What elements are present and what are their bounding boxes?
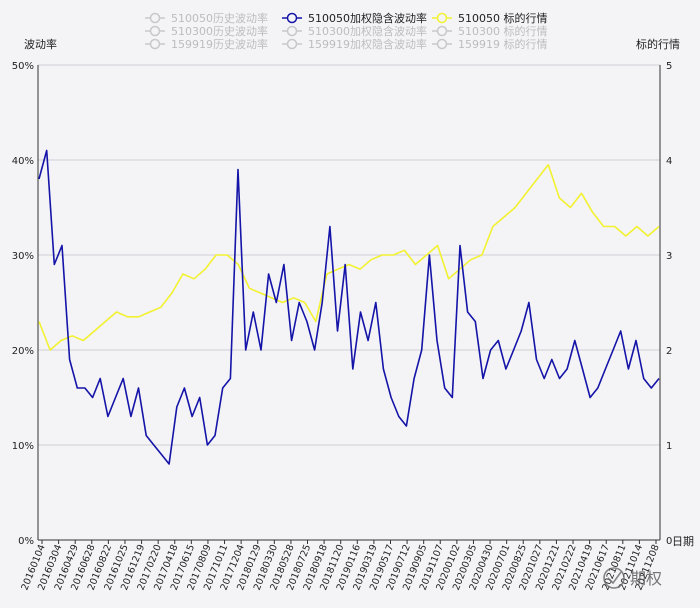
y-left-tick-label: 50% <box>12 61 34 72</box>
y-left-axis-title: 波动率 <box>24 37 57 51</box>
legend-item-6[interactable]: 510050 标的行情 <box>432 11 548 25</box>
y-right-tick-label: 0 <box>666 536 672 547</box>
legend-label: 510300历史波动率 <box>171 24 268 38</box>
x-ticks: 2016010420160304201604292016062820160822… <box>19 540 662 592</box>
legend-item-2[interactable]: 159919历史波动率 <box>145 37 268 51</box>
watermark-logo-icon <box>603 567 625 589</box>
y-right-tick-label: 2 <box>666 346 672 357</box>
legend-marker-icon <box>436 25 448 37</box>
x-axis-title: 日期 <box>672 535 694 548</box>
legend-marker-icon <box>286 25 298 37</box>
legend-item-8[interactable]: 159919 标的行情 <box>432 37 548 51</box>
y-left-tick-label: 40% <box>12 156 34 167</box>
legend-item-3[interactable]: 510050加权隐含波动率 <box>282 11 427 25</box>
legend-item-7[interactable]: 510300 标的行情 <box>432 24 548 38</box>
legend-label: 510050历史波动率 <box>171 11 268 25</box>
y-right-tick-label: 3 <box>666 251 672 262</box>
legend-item-5[interactable]: 159919加权隐含波动率 <box>282 37 427 51</box>
y-left-ticks: 0% 10% 20% 30% 40% 50% <box>12 61 34 547</box>
watermark-check-icon <box>607 571 622 585</box>
legend-item-0[interactable]: 510050历史波动率 <box>145 11 268 25</box>
grid <box>37 64 661 541</box>
y-right-tick-label: 5 <box>666 61 672 72</box>
legend-label: 159919加权隐含波动率 <box>308 37 427 51</box>
legend-marker-icon <box>436 38 448 50</box>
series-layer <box>38 149 660 465</box>
legend-item-4[interactable]: 510300加权隐含波动率 <box>282 24 427 38</box>
legend-marker-icon <box>149 12 161 24</box>
y-left-tick-label: 0% <box>18 536 34 547</box>
legend-label: 159919 标的行情 <box>458 37 548 51</box>
legend-marker-icon <box>149 38 161 50</box>
y-right-tick-label: 4 <box>666 156 672 167</box>
legend-label: 159919历史波动率 <box>171 37 268 51</box>
legend-label: 510300加权隐含波动率 <box>308 24 427 38</box>
y-right-axis-title: 标的行情 <box>636 37 680 51</box>
legend-label: 510050 标的行情 <box>458 11 548 25</box>
watermark-text: 期权 <box>630 569 662 588</box>
legend-label: 510050加权隐含波动率 <box>308 11 427 25</box>
legend-marker-icon <box>436 12 448 24</box>
legend-marker-icon <box>286 12 298 24</box>
legend-item-1[interactable]: 510300历史波动率 <box>145 24 268 38</box>
legend-marker-icon <box>149 25 161 37</box>
y-right-ticks: 0 1 2 3 4 5 <box>666 61 672 547</box>
legend-marker-icon <box>286 38 298 50</box>
y-left-tick-label: 30% <box>12 251 34 262</box>
series-line-0 <box>38 149 660 465</box>
watermark: 期权 <box>603 567 662 589</box>
y-left-tick-label: 10% <box>12 441 34 452</box>
series-line-1 <box>38 164 660 351</box>
y-right-tick-label: 1 <box>666 441 672 452</box>
y-left-tick-label: 20% <box>12 346 34 357</box>
legend-label: 510300 标的行情 <box>458 24 548 38</box>
